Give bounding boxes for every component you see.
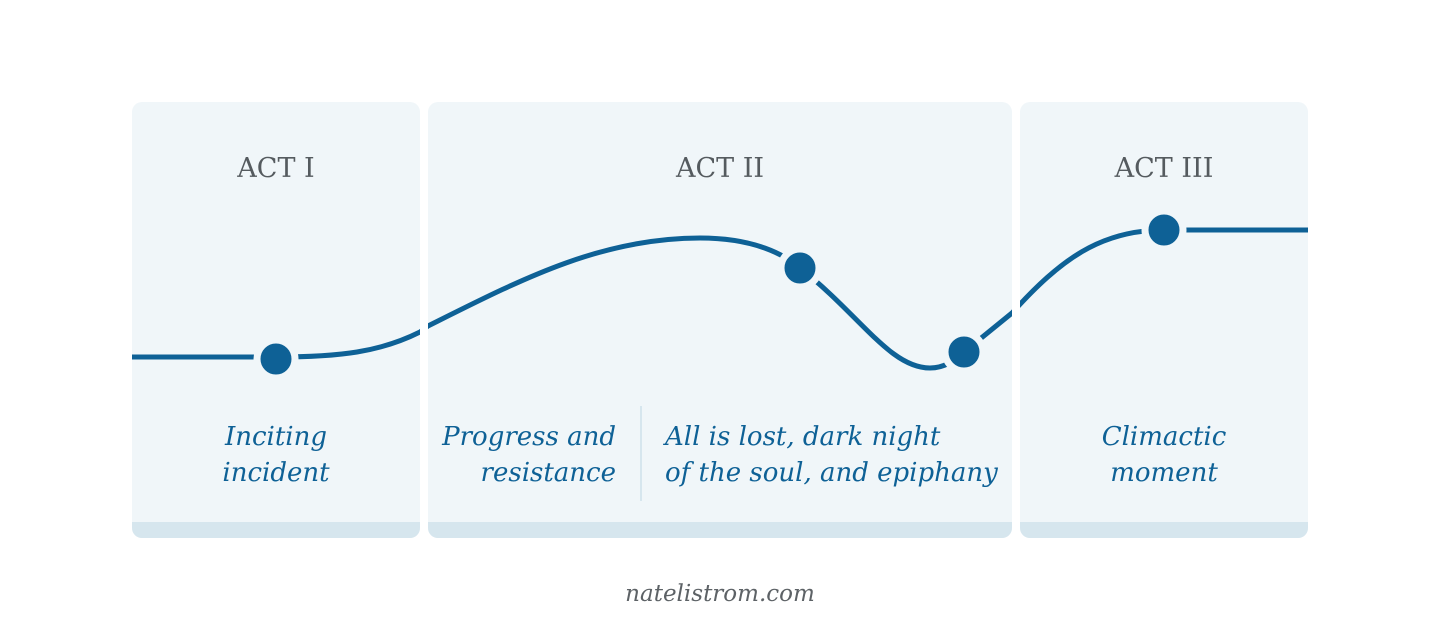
beat-dot-epiphany [941, 329, 987, 375]
beat-label-line: resistance [481, 458, 616, 488]
act-1-title: ACT I [236, 153, 314, 184]
beat-label-line: Inciting [224, 422, 327, 452]
beat-dot-climax [1141, 207, 1187, 253]
act-panel-1 [132, 102, 420, 538]
footer-site-link[interactable]: natelistrom.com [625, 581, 815, 607]
beat-label-line: Progress and [441, 422, 616, 452]
act-panel-2 [428, 102, 1012, 538]
beat-label-line: Climactic [1102, 422, 1227, 452]
gutter-gap-right [1012, 280, 1020, 330]
act-2-title: ACT II [675, 153, 764, 184]
beat-label-line: All is lost, dark night [663, 422, 941, 452]
beat-label-all-is-lost: All is lost, dark night of the soul, and… [663, 422, 998, 488]
gutter-gap-left [420, 300, 428, 350]
beat-label-line: incident [222, 458, 330, 488]
beat-label-inciting-incident: Inciting incident [222, 422, 330, 488]
beat-label-line: moment [1110, 458, 1218, 488]
beat-label-climactic-moment: Climactic moment [1102, 422, 1227, 488]
beat-dot-all-is-lost [777, 245, 823, 291]
beat-label-line: of the soul, and epiphany [665, 458, 998, 488]
beat-dot-inciting-incident [253, 336, 299, 382]
beat-label-progress-resistance: Progress and resistance [441, 422, 616, 488]
act-panel-3 [1020, 102, 1308, 538]
act-3-title: ACT III [1114, 153, 1214, 184]
